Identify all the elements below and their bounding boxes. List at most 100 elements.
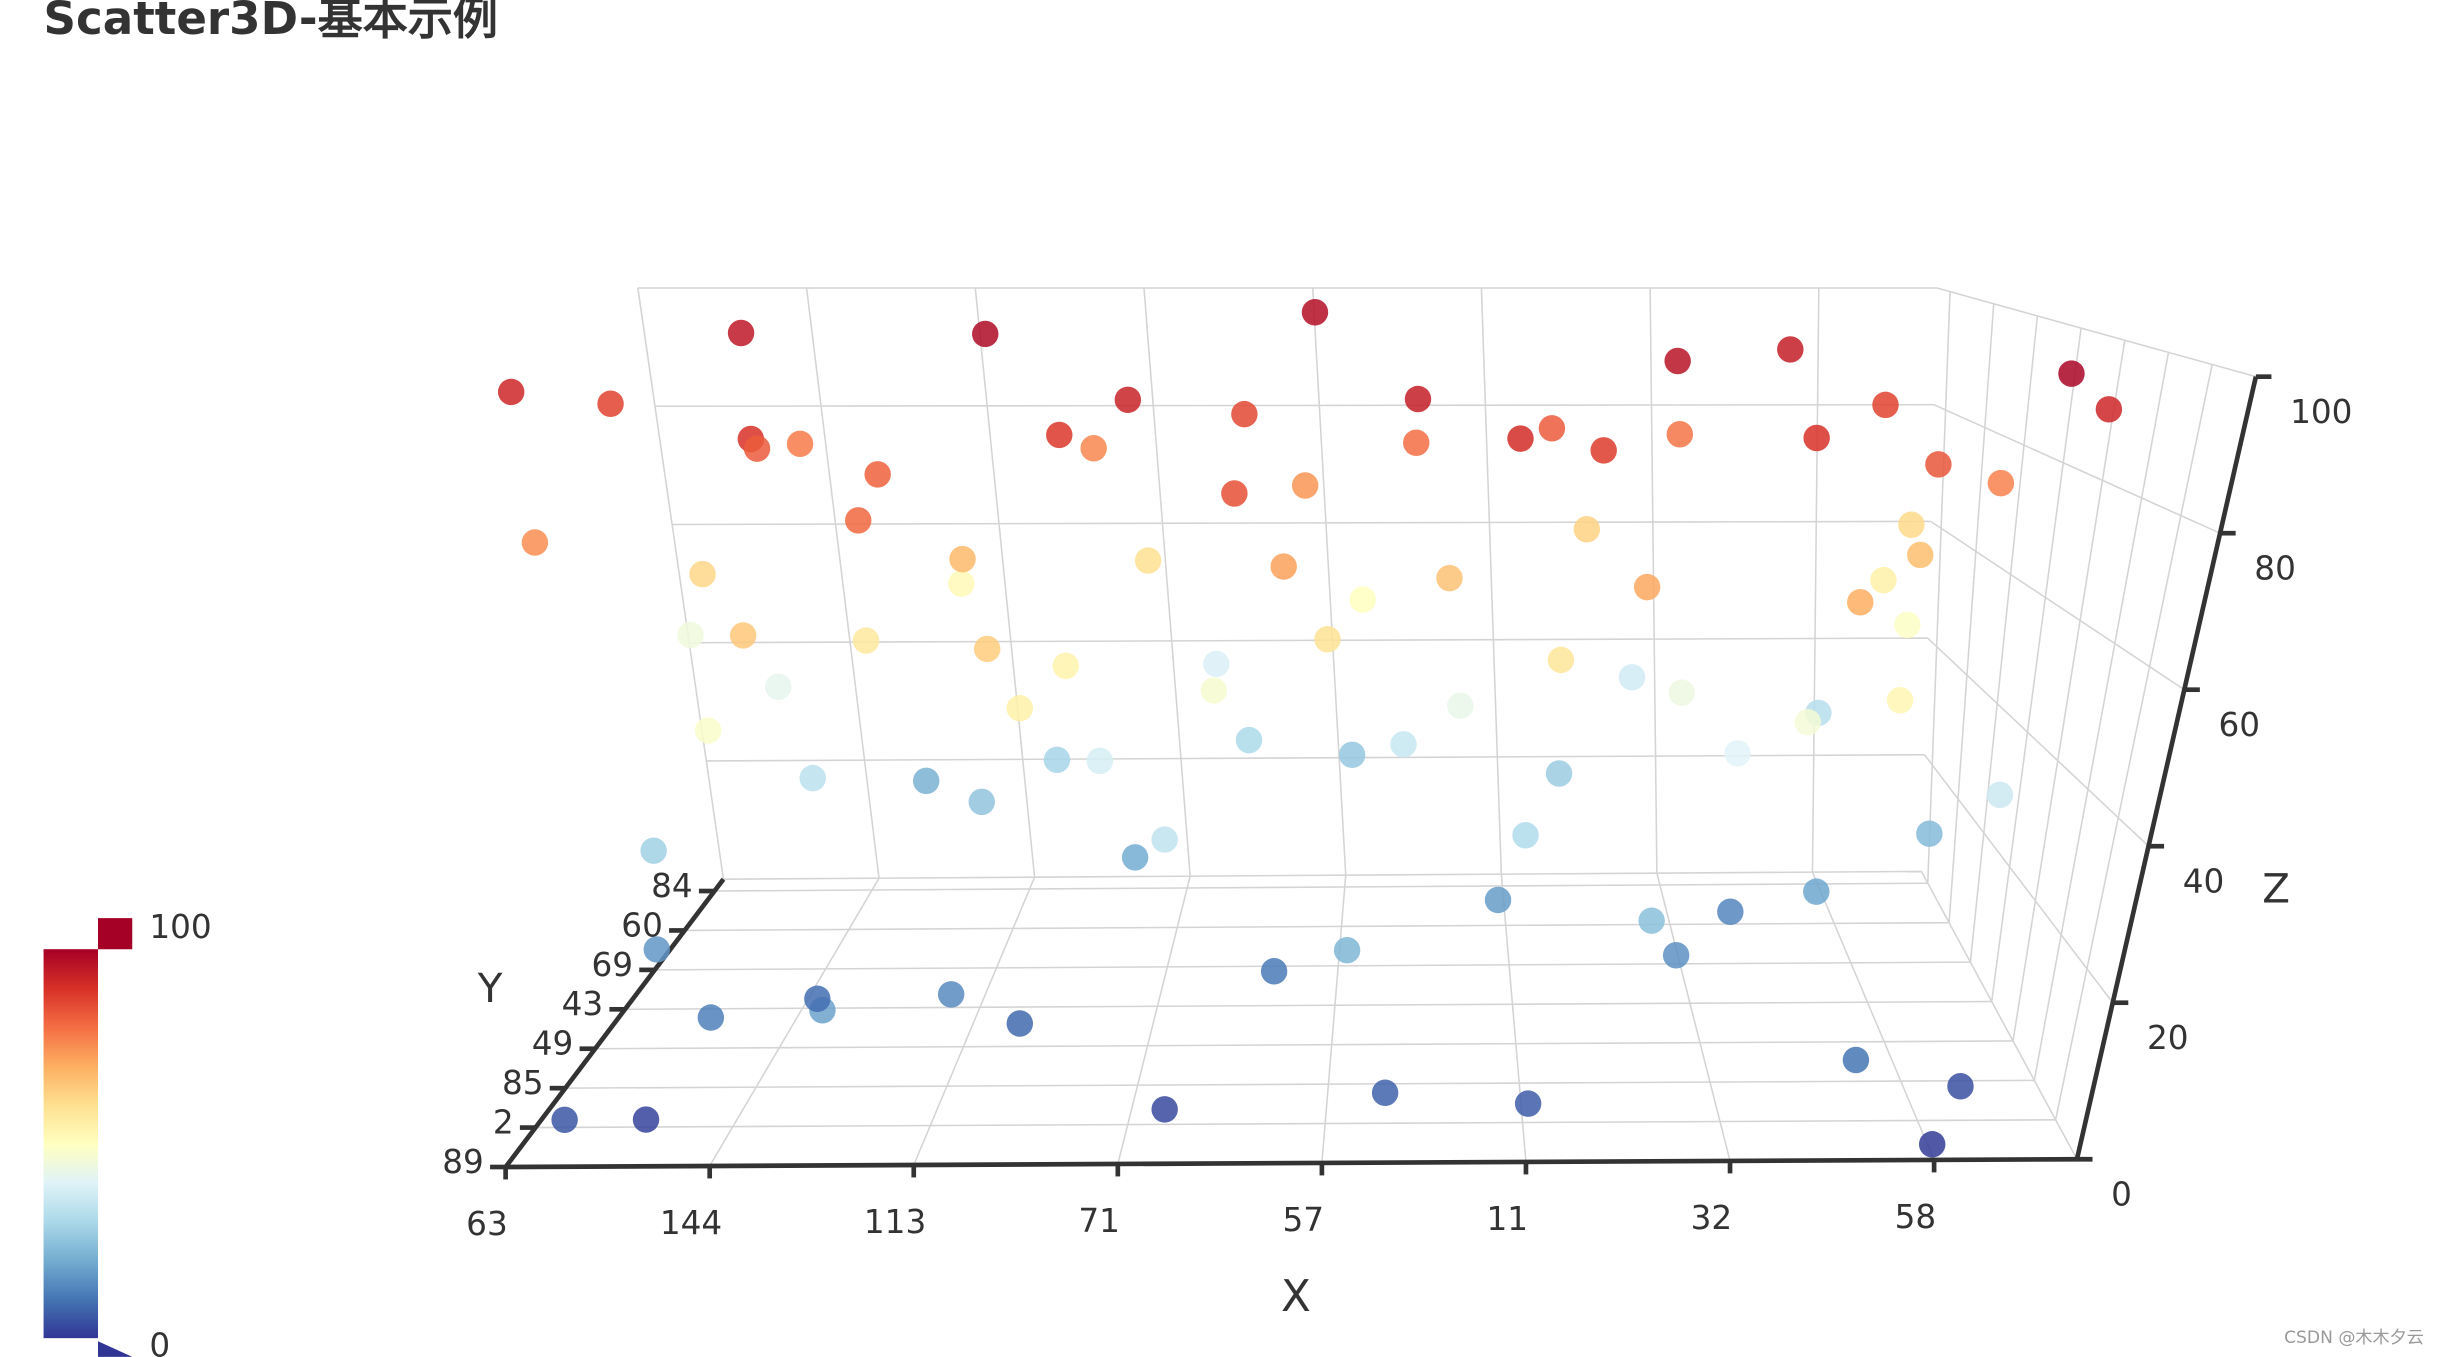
z-tick-label: 20 [2147,1019,2189,1057]
point [689,560,716,588]
visual-map-max: 100 [149,908,211,946]
point [1947,1073,1974,1100]
visual-map-bar [43,949,99,1339]
point [1668,679,1695,706]
grid-line [1948,303,1995,923]
grid-line [672,520,1931,526]
point [804,985,831,1013]
grid-line [637,287,725,880]
y-tick-label: 49 [532,1025,574,1063]
point [1638,907,1665,934]
grid-line [706,753,1925,762]
point [1794,709,1822,736]
point [1235,726,1263,754]
point [1270,553,1297,580]
grid-line [1933,403,2221,534]
point [1717,898,1744,925]
point [948,570,975,597]
visual-map-min: 0 [149,1326,170,1357]
point [1573,516,1601,543]
point [643,936,671,963]
x-axis-name: X [1281,1272,1311,1322]
point [2058,360,2085,387]
point [845,507,872,534]
point [727,319,755,347]
point [1404,385,1432,413]
point [1618,664,1646,691]
point [1203,650,1230,678]
point [729,622,757,649]
watermark: CSDN @木木夕云 [2284,1328,2424,1348]
x-tick-label: 71 [1078,1202,1120,1240]
point [1052,652,1080,680]
z-axis-line [2074,376,2259,1160]
grid-line [1930,520,2185,691]
point [1484,886,1512,914]
grid-line [974,287,1036,878]
point [1114,386,1142,414]
grid-line [565,1079,2035,1089]
point [1200,677,1228,704]
grid-line [1311,287,1347,876]
grid-line [1500,874,1527,1163]
z-tick-label: 100 [2290,393,2352,431]
point [1086,747,1114,775]
point [521,529,549,556]
point [1436,564,1463,592]
point [799,764,826,792]
grid-line [535,1119,2056,1129]
point [1664,347,1691,375]
point [1151,1096,1178,1123]
grid-line [2012,340,2126,1042]
grid-line [805,287,880,879]
point [1006,1010,1034,1037]
point [972,320,999,348]
point [1134,547,1162,574]
grid-line [654,403,1934,408]
point [1803,878,1830,905]
point [1870,566,1897,594]
grid-line [1143,287,1191,877]
point [1046,421,1073,449]
point [1514,1090,1542,1117]
z-tick-label: 60 [2219,706,2261,744]
point [697,1004,725,1031]
grid-line [1923,754,2114,1004]
x-tick-label: 32 [1691,1199,1733,1237]
grid-line [1926,291,1951,884]
point [912,767,940,795]
point [1724,740,1751,767]
x-tick-label: 113 [864,1203,926,1241]
point [1545,760,1573,787]
grid-line [689,637,1928,644]
y-tick-label: 85 [502,1064,544,1102]
point [1121,844,1149,871]
y-tick-label: 89 [442,1143,484,1181]
point [1338,741,1366,769]
y-tick-label: 84 [651,867,693,905]
y-tick-label: 43 [562,985,604,1023]
grid-line [723,870,1922,880]
point [1349,586,1376,613]
point [1847,589,1874,616]
grid-line [1117,875,1191,1165]
grid-line [1480,287,1503,875]
x-tick-label: 63 [466,1205,508,1243]
visual-map-handle [98,918,133,950]
point [694,717,722,744]
point [786,430,814,458]
point [2095,396,2123,423]
point [1916,820,1943,847]
point [1260,958,1288,985]
z-tick-label: 40 [2183,863,2225,901]
point [1633,573,1661,601]
grid-line [1811,287,1820,873]
point [1842,1046,1870,1074]
grid-line [1927,637,2150,847]
grid-line [1920,871,2078,1160]
point [765,673,792,701]
y-axis-line [503,877,726,1169]
point [1803,424,1830,452]
point [1043,746,1071,774]
